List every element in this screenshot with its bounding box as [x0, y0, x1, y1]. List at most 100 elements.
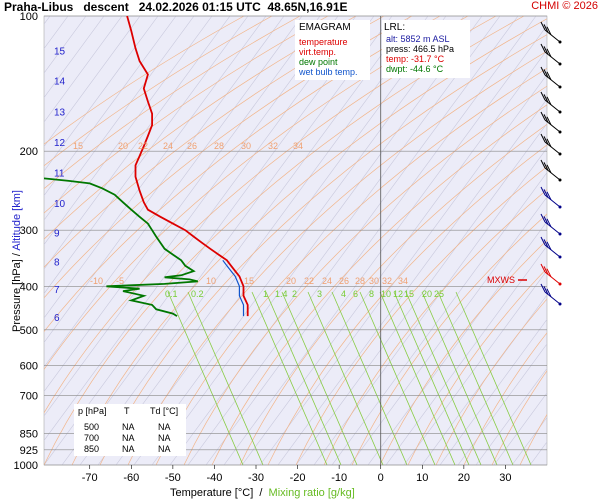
- mixing-ratio-label: 0.1: [165, 289, 178, 299]
- mixing-ratio-line: [331, 291, 408, 465]
- mixing-ratio-label: 25: [434, 289, 444, 299]
- wind-barb-flag: [540, 236, 546, 246]
- wind-barb-flag: [543, 94, 549, 103]
- legend-item-wet-bulb: wet bulb temp.: [299, 67, 358, 77]
- isotherm-line: [457, 343, 547, 465]
- wind-barb-flag: [546, 71, 552, 81]
- wind-barb-dot: [558, 232, 562, 236]
- y-tick-label: 500: [20, 325, 38, 337]
- wind-barb-flag: [543, 239, 549, 248]
- dry-adiabat-line: [351, 213, 547, 465]
- table-cell: NA: [122, 433, 135, 443]
- wind-barb-flag: [543, 266, 549, 275]
- wind-barb-flag: [543, 136, 549, 145]
- isotherm-line: [44, 16, 177, 197]
- mixing-ratio-line: [187, 291, 264, 465]
- isotherm-line: [295, 122, 547, 465]
- altitude-tick-label: 10: [54, 199, 66, 210]
- isotherm-line: [421, 294, 547, 465]
- isotherm-line: [223, 25, 547, 465]
- isotherm-line: [151, 16, 483, 465]
- series-line-wet-bulb-temp-: [222, 259, 245, 317]
- wind-barb-flag: [540, 66, 546, 76]
- wind-barb-flag: [546, 138, 552, 148]
- altitude-tick-label: 7: [54, 285, 60, 296]
- wind-barb-flag: [543, 216, 549, 225]
- isotherm-line: [44, 16, 357, 442]
- table-header-p: p [hPa]: [78, 406, 107, 416]
- isotherm-line: [115, 16, 447, 465]
- wind-barb-flag: [543, 46, 549, 55]
- x-tick-label: -70: [82, 472, 98, 484]
- altitude-tick-label: 11: [54, 168, 65, 179]
- dry-adiabat-line: [267, 144, 547, 465]
- series-line-temperature: [126, 16, 249, 317]
- legend-item-virt-temp: virt.temp.: [299, 47, 337, 57]
- mixing-ratio-label: 20: [422, 289, 432, 299]
- table-cell: 500: [84, 422, 100, 432]
- wind-barb-flag: [546, 241, 552, 251]
- wind-barb-dot: [558, 130, 562, 134]
- mixing-ratio-line: [265, 291, 342, 465]
- isotherm-line: [385, 245, 547, 465]
- dry-adiabat-line: [323, 189, 547, 465]
- altitude-tick-label: 9: [54, 228, 60, 239]
- lrl-press: press: 466.5 hPa: [386, 44, 455, 54]
- mixing-ratio-label: 2: [292, 289, 297, 299]
- table-cell: NA: [122, 444, 135, 454]
- wind-barb-flag: [543, 286, 549, 295]
- adiabat-label: 24: [322, 276, 332, 286]
- x-tick-label: -60: [123, 472, 139, 484]
- isotherm-line: [79, 16, 411, 465]
- x-tick-label: 10: [416, 472, 428, 484]
- isotherm-line: [259, 73, 547, 465]
- mixing-ratio-line: [167, 291, 244, 465]
- legend-title: EMAGRAM: [299, 22, 351, 33]
- mixing-ratio-label: 1.4: [275, 289, 288, 299]
- adiabat-label: -5: [116, 276, 124, 286]
- dry-adiabat-line: [44, 16, 301, 190]
- mixing-ratio-line: [359, 291, 436, 465]
- table-header-t: T: [124, 406, 130, 416]
- dry-adiabat-line: [99, 34, 547, 465]
- isotherm-line: [349, 196, 547, 465]
- wind-barb-flag: [540, 91, 546, 101]
- isotherm-line: [44, 16, 213, 246]
- wind-barb-dot: [558, 62, 562, 66]
- wind-barb-dot: [558, 110, 562, 114]
- x-tick-label: -30: [248, 472, 264, 484]
- isotherm-line: [277, 98, 547, 465]
- wind-barb-dot: [558, 40, 562, 44]
- mixing-ratio-line: [421, 291, 498, 465]
- adiabat-label: 32: [268, 141, 278, 151]
- isotherm-line: [133, 16, 465, 465]
- wind-barb-flag: [546, 191, 552, 201]
- wind-barb-flag: [546, 26, 552, 36]
- wind-barb-dot: [558, 178, 562, 182]
- wind-barb-flag: [540, 43, 546, 53]
- wind-barb-flag: [540, 159, 546, 169]
- isotherm-line: [44, 16, 303, 368]
- y-tick-label: 400: [20, 281, 38, 293]
- isotherm-line: [331, 171, 547, 465]
- adiabat-label: 26: [187, 141, 197, 151]
- x-axis-title-sep: /: [253, 487, 269, 499]
- isotherm-line: [44, 16, 105, 99]
- wind-barb-flag: [546, 116, 552, 126]
- wind-barb-dot: [558, 152, 562, 156]
- mixing-ratio-line: [251, 291, 328, 465]
- y-tick-label: 300: [20, 225, 38, 237]
- legend: EMAGRAM temperature virt.temp. dew point…: [295, 20, 370, 80]
- x-tick-label: 0: [378, 472, 384, 484]
- y-axis-title-altitude: Altitude [km]: [11, 190, 23, 251]
- isotherm-line: [187, 16, 519, 465]
- adiabat-label: 15: [244, 276, 254, 286]
- isotherm-line: [44, 16, 159, 172]
- mxws-label: MXWS: [487, 275, 515, 285]
- y-tick-label: 100: [20, 11, 38, 23]
- altitude-tick-label: 15: [54, 47, 66, 58]
- isotherm-line: [205, 16, 537, 465]
- mixing-ratio-line: [405, 291, 482, 465]
- isotherm-line: [44, 16, 249, 295]
